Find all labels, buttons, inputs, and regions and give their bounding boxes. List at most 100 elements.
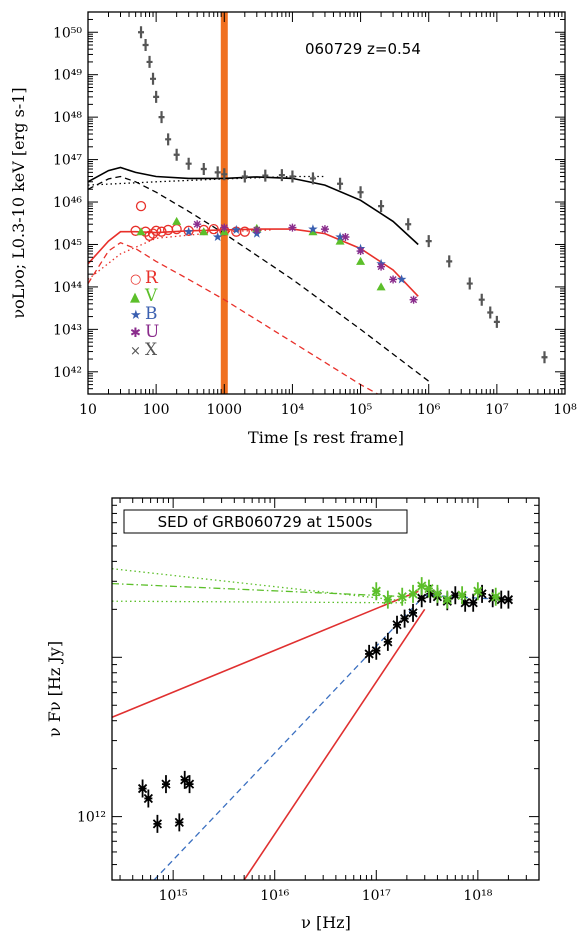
lightcurve-point-u (252, 225, 261, 234)
lightcurve-x-tick-label: 10⁸ (553, 402, 577, 418)
lightcurve-point-r (150, 225, 162, 236)
lightcurve-point-r (135, 200, 147, 212)
sed-point-xray-green (371, 582, 381, 601)
lightcurve-point-x (487, 306, 494, 319)
lightcurve-point-r (171, 223, 182, 235)
sed-point-xray (468, 593, 478, 612)
lightcurve-y-axis-label: νoLνo; L0.3-10 keV [erg s-1] (9, 87, 28, 318)
sed-point-xray (408, 603, 418, 622)
legend-label-u: U (145, 322, 159, 342)
lightcurve-point-x (405, 218, 412, 231)
sed-model-curve-6 (112, 600, 407, 604)
sed-model-curve-2 (112, 590, 419, 719)
lightcurve-point-x (241, 170, 248, 183)
sed-point-xray (503, 590, 514, 609)
lightcurve-point-v (376, 282, 386, 291)
legend-symbol-v: ▲ (130, 290, 140, 305)
lightcurve-x-tick-label: 10⁴ (281, 402, 305, 418)
sed-point-xray-green (457, 586, 467, 605)
lightcurve-point-v (199, 227, 209, 236)
lightcurve-point-u (409, 295, 418, 304)
legend-symbol-b: ★ (130, 308, 142, 323)
sed-point-xray (460, 593, 470, 612)
legend-label-b: B (145, 304, 158, 324)
sed-point-xray (392, 615, 402, 634)
sed-point-xray-green (432, 584, 443, 603)
sed-x-axis-label: ν [Hz] (301, 913, 351, 932)
lightcurve-y-tick-label: 10⁵⁰ (53, 25, 82, 41)
lightcurve-point-u (341, 232, 350, 241)
lightcurve-point-x (466, 277, 473, 290)
lightcurve-point-b (396, 274, 407, 284)
sed-point-xray (488, 589, 498, 608)
sed-point-optical (137, 779, 148, 798)
sed-point-xray (477, 584, 487, 603)
sed-point-xray-green (417, 577, 427, 596)
lightcurve-point-r (208, 223, 219, 235)
lightcurve-point-x (173, 148, 180, 161)
lightcurve-point-u (377, 262, 386, 271)
lightcurve-point-u (356, 247, 365, 256)
lightcurve-point-x (150, 72, 157, 85)
sed-point-xray (496, 590, 506, 609)
sed-point-xray (450, 586, 460, 605)
sed-point-xray (417, 589, 427, 608)
sed-point-xray-green (473, 582, 483, 601)
lightcurve-point-u (320, 225, 329, 234)
sed-model-curve-3 (243, 608, 426, 880)
sed-point-optical (174, 813, 184, 832)
lightcurve-model-curve-6 (88, 241, 379, 394)
lightcurve-point-b (335, 232, 345, 241)
sed-point-xray-green (491, 587, 501, 606)
sed-plot-frame (111, 497, 540, 881)
lightcurve-point-r (183, 225, 194, 236)
lightcurve-y-tick-label: 10⁴⁷ (53, 153, 82, 169)
lightcurve-point-x (185, 157, 192, 170)
lightcurve-point-x (309, 172, 316, 185)
lightcurve-point-v (356, 256, 366, 265)
lightcurve-x-tick-label: 1000 (206, 402, 242, 418)
lightcurve-x-tick-label: 10⁶ (417, 402, 441, 418)
sed-point-xray-green (424, 579, 434, 598)
lightcurve-point-u (220, 223, 229, 232)
lightcurve-y-tick-label: 10⁴⁶ (53, 195, 82, 211)
lightcurve-point-v (136, 227, 146, 236)
lightcurve-point-b (212, 232, 223, 241)
lightcurve-point-x (153, 90, 160, 103)
lightcurve-panel: 10 100 1000 10⁴ 10⁵ 10⁶ 10⁷ 10⁸ 10⁴² 10⁴³ 10⁴⁴ 10⁴⁵… (9, 11, 577, 447)
lightcurve-point-x (158, 111, 165, 124)
lightcurve-point-x (289, 170, 296, 183)
lightcurve-y-tick-label: 10⁴³ (53, 322, 82, 338)
lightcurve-point-x (221, 168, 228, 181)
lightcurve-annotation: 060729 z=0.54 (305, 40, 421, 58)
lightcurve-point-u (288, 223, 297, 232)
lightcurve-x-tick-label: 10⁷ (485, 402, 509, 418)
legend-symbol-x: × (130, 344, 141, 359)
sed-point-xray (399, 609, 410, 628)
sed-point-xray-green (383, 590, 393, 609)
lightcurve-point-b (231, 224, 241, 234)
sed-y-tick-label: 10¹² (77, 810, 106, 826)
sed-panel: 10¹⁵ 10¹⁶ 10¹⁷ 10¹⁸ 10¹² SED of GRB060729 at… (45, 497, 540, 932)
lightcurve-point-x (214, 166, 221, 179)
sed-point-xray (383, 632, 393, 651)
lightcurve-point-u (389, 275, 398, 284)
lightcurve-point-v (172, 216, 182, 225)
lightcurve-point-u (193, 220, 202, 229)
lightcurve-vertical-band (220, 12, 228, 394)
lightcurve-plot-frame (87, 11, 566, 395)
lightcurve-x-tick-label: 10 (79, 402, 97, 418)
sed-model-curve-5 (112, 582, 407, 598)
sed-x-tick-label: 10¹⁸ (463, 888, 492, 904)
sed-point-xray-green (442, 590, 452, 609)
lightcurve-legend: ○ R ▲ V★ B ✱ U × X (130, 268, 159, 360)
sed-title: SED of GRB060729 at 1500s (158, 513, 373, 531)
lightcurve-point-x (138, 26, 145, 39)
lightcurve-x-tick-label: 10⁵ (349, 402, 373, 418)
lightcurve-x-axis-label: Time [s rest frame] (248, 428, 404, 447)
lightcurve-point-x (541, 351, 548, 364)
lightcurve-point-x (337, 177, 344, 190)
lightcurve-point-r (156, 226, 167, 237)
sed-point-optical (180, 770, 190, 789)
